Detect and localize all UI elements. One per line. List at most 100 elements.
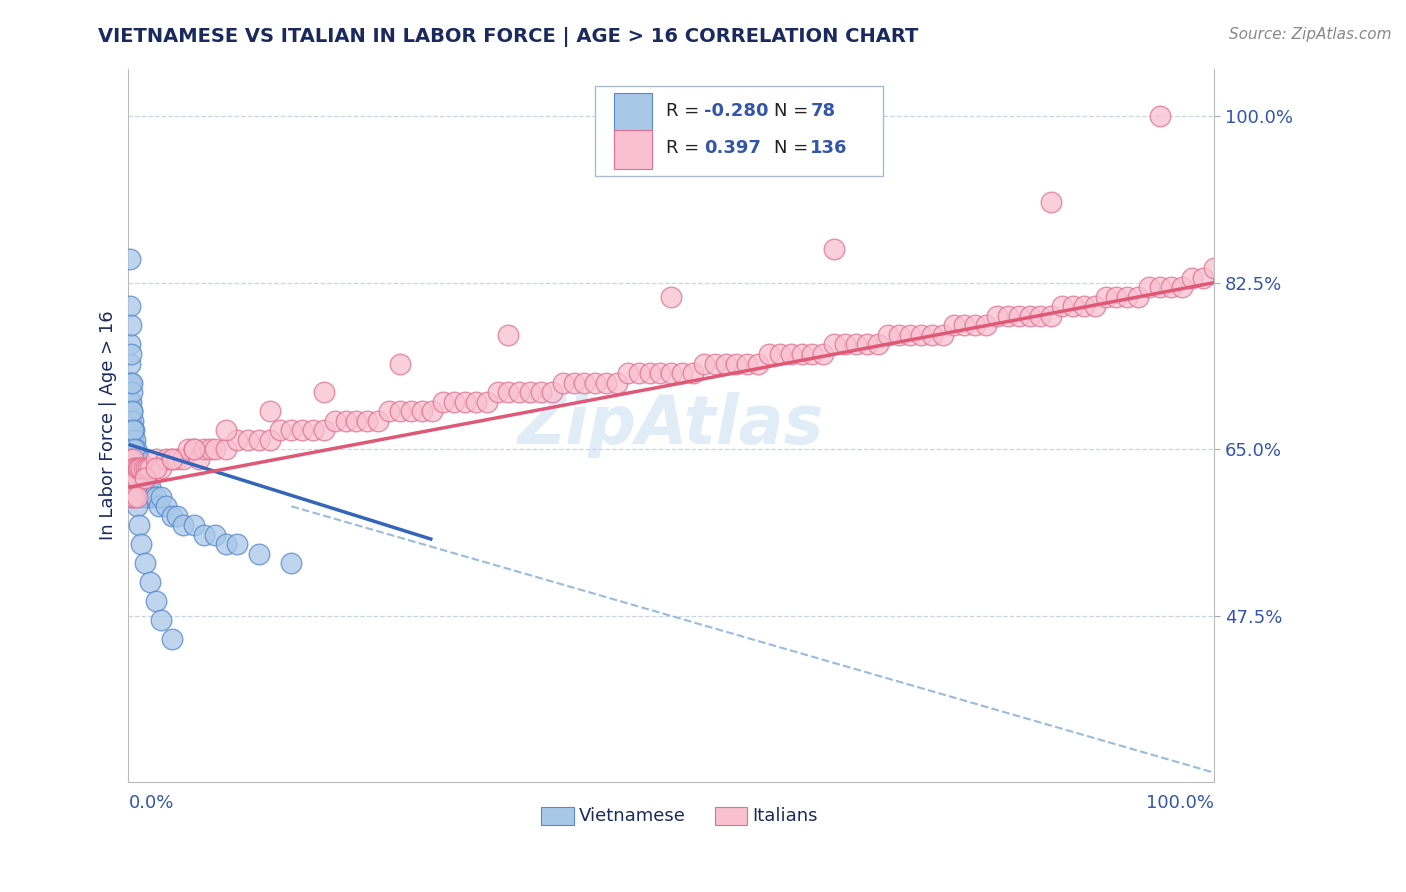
Point <box>120 490 142 504</box>
Point <box>247 547 270 561</box>
Point <box>120 414 142 428</box>
Point <box>121 490 143 504</box>
Point <box>121 423 143 437</box>
Point <box>131 461 153 475</box>
Point <box>367 414 389 428</box>
Point <box>269 423 291 437</box>
Point <box>1149 109 1171 123</box>
Point <box>464 394 486 409</box>
Point <box>120 347 142 361</box>
FancyBboxPatch shape <box>595 87 883 176</box>
Point <box>124 461 146 475</box>
Point <box>1094 290 1116 304</box>
Y-axis label: In Labor Force | Age > 16: In Labor Force | Age > 16 <box>100 310 117 541</box>
Point <box>498 385 520 400</box>
Point <box>215 537 238 551</box>
Point <box>134 490 156 504</box>
Point <box>134 471 156 485</box>
Point <box>671 366 693 380</box>
Point <box>1029 309 1052 323</box>
Point <box>124 451 146 466</box>
Point <box>127 471 149 485</box>
Point <box>627 366 650 380</box>
Point <box>215 423 238 437</box>
Point <box>823 337 845 351</box>
Point <box>659 366 682 380</box>
Point <box>183 442 205 457</box>
Point <box>204 528 226 542</box>
Point <box>1084 300 1107 314</box>
Point <box>145 490 167 504</box>
Point <box>134 557 156 571</box>
Point <box>166 508 188 523</box>
Point <box>1040 309 1063 323</box>
Point <box>135 480 157 494</box>
Point <box>155 500 177 514</box>
FancyBboxPatch shape <box>614 93 652 132</box>
Point <box>562 376 585 390</box>
Point <box>617 366 640 380</box>
Point <box>188 451 211 466</box>
Text: Italians: Italians <box>752 806 818 825</box>
Point <box>120 318 142 333</box>
Point <box>606 376 628 390</box>
Text: ZipAtlas: ZipAtlas <box>519 392 824 458</box>
Point <box>974 318 997 333</box>
Point <box>135 461 157 475</box>
Point <box>1062 300 1084 314</box>
Point <box>150 461 173 475</box>
Point <box>845 337 868 351</box>
Point <box>136 461 159 475</box>
Point <box>120 451 142 466</box>
Point <box>682 366 704 380</box>
Point <box>118 337 141 351</box>
Point <box>148 500 170 514</box>
Point <box>121 423 143 437</box>
Point <box>638 366 661 380</box>
Point <box>1192 271 1215 285</box>
Point <box>834 337 856 351</box>
Point <box>127 500 149 514</box>
Point <box>145 461 167 475</box>
Point <box>247 433 270 447</box>
Point <box>160 508 183 523</box>
Point <box>953 318 976 333</box>
Point <box>454 394 477 409</box>
Point <box>1050 300 1073 314</box>
Point <box>725 357 748 371</box>
Point <box>160 632 183 647</box>
Point <box>121 471 143 485</box>
Point <box>703 357 725 371</box>
Point <box>595 376 617 390</box>
Point <box>127 480 149 494</box>
Point <box>127 461 149 475</box>
Point <box>1204 261 1226 276</box>
Point <box>508 385 530 400</box>
Point <box>312 385 335 400</box>
Point <box>118 376 141 390</box>
Text: VIETNAMESE VS ITALIAN IN LABOR FORCE | AGE > 16 CORRELATION CHART: VIETNAMESE VS ITALIAN IN LABOR FORCE | A… <box>98 27 918 46</box>
Point <box>898 328 921 343</box>
Point <box>118 300 141 314</box>
Text: 78: 78 <box>810 102 835 120</box>
Point <box>118 451 141 466</box>
Point <box>486 385 509 400</box>
Point <box>226 433 249 447</box>
Point <box>118 357 141 371</box>
Point <box>131 480 153 494</box>
Point <box>124 471 146 485</box>
Point <box>122 442 145 457</box>
Point <box>1073 300 1095 314</box>
Point <box>118 433 141 447</box>
Point <box>551 376 574 390</box>
Text: R =: R = <box>666 139 704 157</box>
Point <box>129 480 152 494</box>
Point <box>519 385 541 400</box>
Point <box>443 394 465 409</box>
Point <box>141 490 163 504</box>
Point <box>172 451 194 466</box>
Point <box>388 404 411 418</box>
Point <box>215 442 238 457</box>
Point <box>921 328 943 343</box>
Point <box>124 471 146 485</box>
